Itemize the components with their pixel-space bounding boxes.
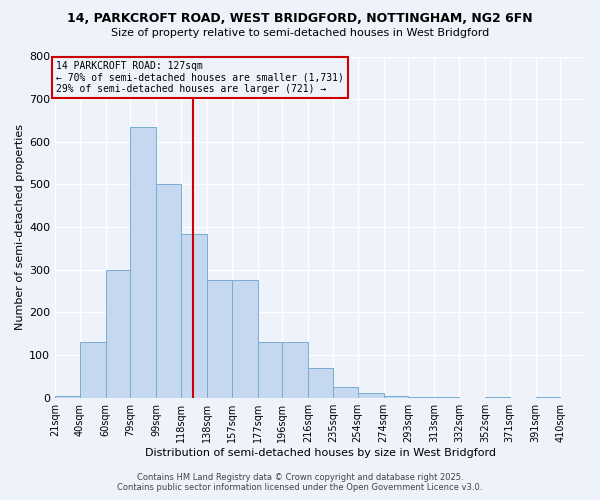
Text: Size of property relative to semi-detached houses in West Bridgford: Size of property relative to semi-detach… <box>111 28 489 38</box>
Bar <box>333 387 358 398</box>
Bar <box>55 396 80 398</box>
Text: Contains HM Land Registry data © Crown copyright and database right 2025.
Contai: Contains HM Land Registry data © Crown c… <box>118 473 482 492</box>
Bar <box>232 280 258 398</box>
Bar <box>207 280 232 398</box>
Bar <box>308 368 333 398</box>
Y-axis label: Number of semi-detached properties: Number of semi-detached properties <box>15 124 25 330</box>
Bar <box>181 234 207 398</box>
Bar <box>384 396 409 398</box>
Text: 14, PARKCROFT ROAD, WEST BRIDGFORD, NOTTINGHAM, NG2 6FN: 14, PARKCROFT ROAD, WEST BRIDGFORD, NOTT… <box>67 12 533 26</box>
Bar <box>80 342 106 398</box>
Bar <box>358 394 384 398</box>
Text: 14 PARKCROFT ROAD: 127sqm
← 70% of semi-detached houses are smaller (1,731)
29% : 14 PARKCROFT ROAD: 127sqm ← 70% of semi-… <box>56 61 344 94</box>
Bar <box>130 127 157 398</box>
X-axis label: Distribution of semi-detached houses by size in West Bridgford: Distribution of semi-detached houses by … <box>145 448 496 458</box>
Bar <box>106 270 130 398</box>
Bar <box>409 397 434 398</box>
Bar <box>258 342 283 398</box>
Bar <box>283 342 308 398</box>
Bar <box>157 184 181 398</box>
